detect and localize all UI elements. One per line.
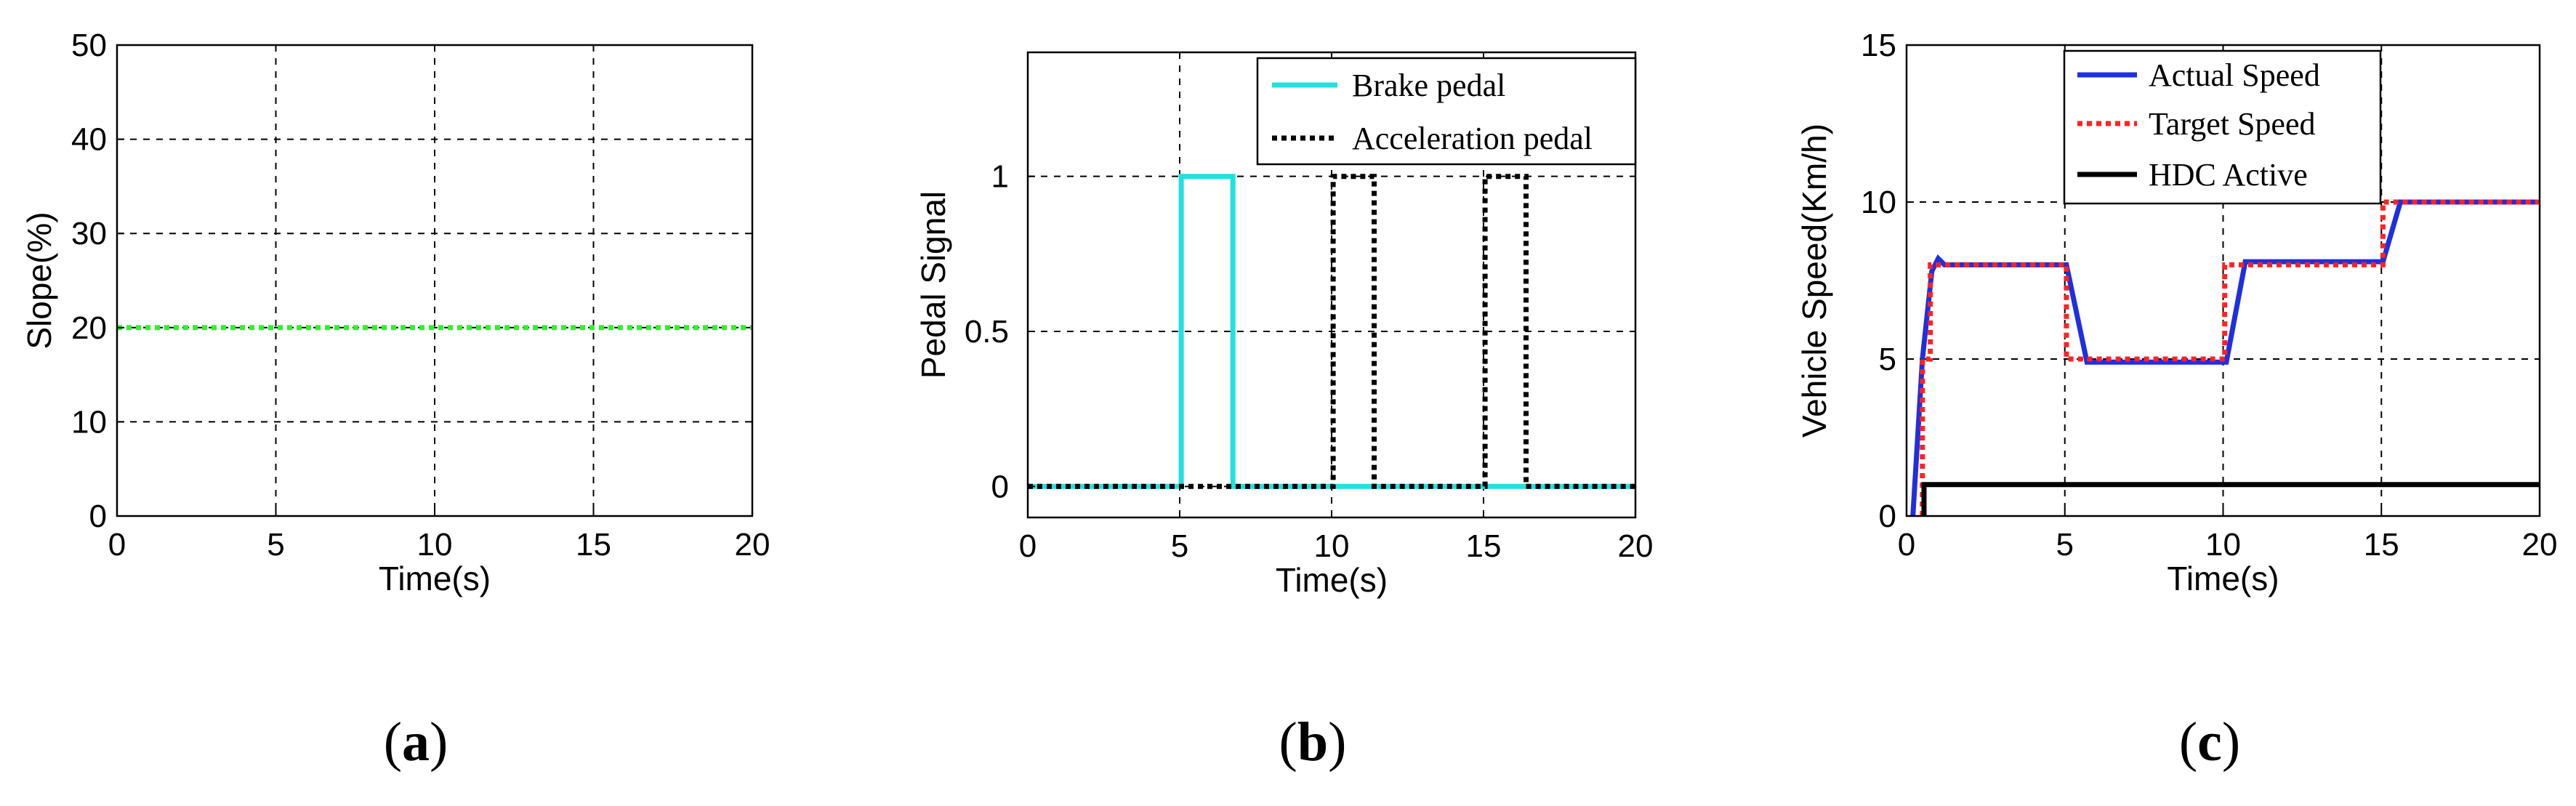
chart-b: 0 5 10 15 20 0 0.5 1 Time(s) Pedal Signal Brake… — [914, 51, 1654, 773]
panel-caption: (b) — [1279, 712, 1347, 773]
legend: Actual Speed Target Speed HDC Active — [2063, 49, 2382, 205]
panel-caption: (a) — [384, 712, 448, 773]
x-axis-label: Time(s) — [379, 560, 491, 597]
x-tick-label: 10 — [2205, 527, 2241, 563]
y-tick-label: 0 — [1879, 499, 1896, 534]
y-tick-label: 0.5 — [965, 314, 1009, 350]
y-tick-label: 0 — [991, 469, 1009, 504]
x-tick-label: 10 — [417, 527, 453, 563]
x-tick-label: 20 — [2522, 527, 2558, 563]
legend-label-brake-pedal: Brake pedal — [1352, 68, 1505, 103]
legend-label-acceleration-pedal: Acceleration pedal — [1352, 121, 1593, 156]
series-line-target-speed — [1920, 199, 2540, 516]
legend-label-hdc-active: HDC Active — [2149, 157, 2308, 193]
panel-caption: (c) — [2179, 712, 2240, 773]
y-tick-label: 5 — [1879, 342, 1896, 377]
y-tick-label: 1 — [991, 159, 1009, 195]
x-axis-label: Time(s) — [2167, 560, 2279, 597]
x-axis-label: Time(s) — [1276, 561, 1388, 599]
x-tick-label: 10 — [1314, 528, 1350, 564]
x-tick-label: 5 — [267, 527, 284, 563]
y-tick-label: 40 — [71, 122, 107, 158]
chart-a: 0 5 10 15 20 0 10 20 30 40 50 Time(s) Slope(%) (a) — [20, 28, 770, 773]
x-tick-label: 20 — [735, 527, 770, 563]
x-tick-label: 0 — [108, 527, 126, 563]
y-axis-label: Slope(%) — [20, 211, 58, 349]
y-tick-label: 15 — [1861, 28, 1896, 63]
legend-label-target-speed: Target Speed — [2149, 106, 2315, 142]
x-tick-label: 5 — [1171, 528, 1188, 564]
y-tick-label: 10 — [1861, 185, 1896, 220]
x-tick-label: 20 — [1618, 528, 1654, 564]
y-axis-label: Vehicle Speed(Km/h) — [1795, 124, 1833, 438]
chart-c: 0 5 10 15 20 0 5 10 15 Time(s) Vehicle Speed(Km/… — [1795, 28, 2557, 773]
series-line-hdc-active — [1921, 482, 2540, 516]
y-axis-label: Pedal Signal — [914, 191, 952, 379]
legend-label-actual-speed: Actual Speed — [2149, 57, 2320, 93]
x-tick-label: 15 — [2364, 527, 2399, 563]
x-tick-label: 0 — [1019, 528, 1037, 564]
y-tick-label: 10 — [71, 404, 107, 440]
legend: Brake pedal Acceleration pedal — [1256, 57, 1637, 166]
series-line-acceleration-pedal — [1028, 174, 1635, 489]
y-tick-label: 30 — [71, 216, 107, 251]
y-tick-label: 0 — [89, 499, 107, 534]
x-tick-label: 0 — [1898, 527, 1915, 563]
x-tick-label: 15 — [1466, 528, 1502, 564]
y-tick-label: 20 — [71, 310, 107, 346]
x-tick-label: 15 — [576, 527, 611, 563]
x-tick-label: 5 — [2056, 527, 2074, 563]
y-tick-label: 50 — [71, 28, 107, 63]
